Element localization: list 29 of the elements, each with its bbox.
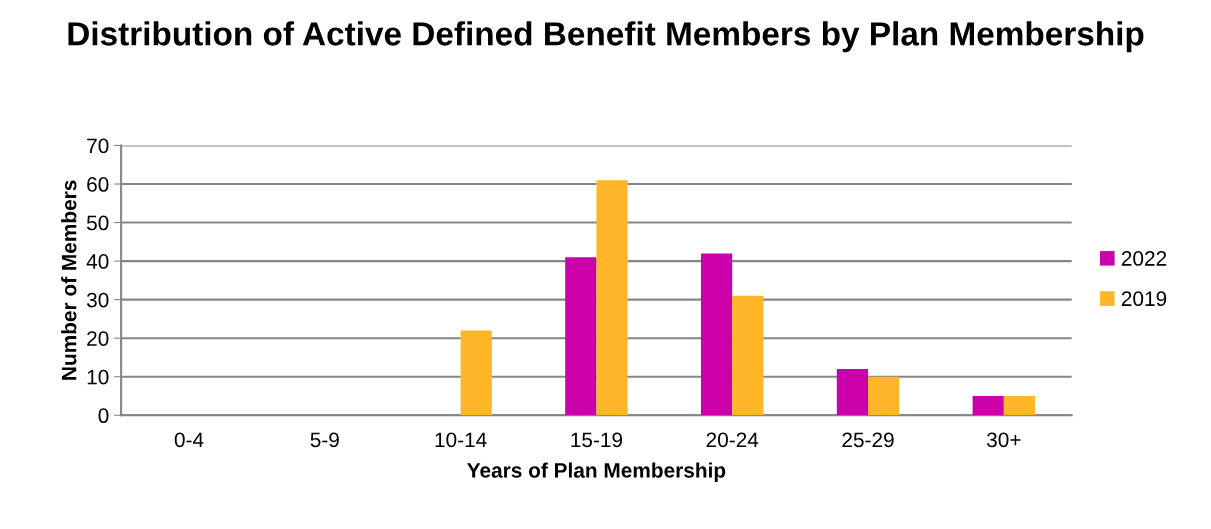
bar: [732, 295, 764, 416]
chart-title: Distribution of Active Defined Benefit Members by Plan Membership: [68, 21, 1144, 53]
x-tick-label: 15-19: [571, 432, 623, 448]
bar: [565, 257, 597, 416]
y-tick-label: 50: [86, 215, 109, 231]
bar: [1003, 395, 1036, 416]
legend-label: 2019: [1121, 291, 1167, 307]
x-tick-label: 20-24: [706, 432, 759, 448]
x-tick-label: 0-4: [174, 432, 204, 448]
x-axis-title: Years of Plan Membership: [467, 462, 726, 482]
y-tick-label: 40: [86, 254, 109, 269]
bar: [972, 395, 1004, 416]
x-tick-label: 5-9: [310, 432, 339, 448]
y-tick-label: 0: [98, 408, 109, 424]
x-tick-label: 10-14: [435, 432, 487, 448]
bar: [836, 369, 869, 416]
x-tick-label: 25-29: [842, 432, 894, 448]
bar: [868, 376, 900, 416]
y-tick-label: 70: [87, 138, 109, 154]
y-axis-title: Number of Members: [61, 180, 77, 380]
bar: [460, 330, 492, 416]
bar: [596, 180, 628, 416]
legend-label: 2022: [1121, 251, 1167, 266]
y-tick-label: 20: [87, 331, 109, 346]
bar: [700, 253, 733, 416]
x-tick-label: 30+: [986, 432, 1021, 448]
y-tick-label: 30: [86, 292, 109, 308]
y-tick-label: 10: [87, 369, 109, 385]
y-tick-label: 60: [87, 177, 109, 192]
